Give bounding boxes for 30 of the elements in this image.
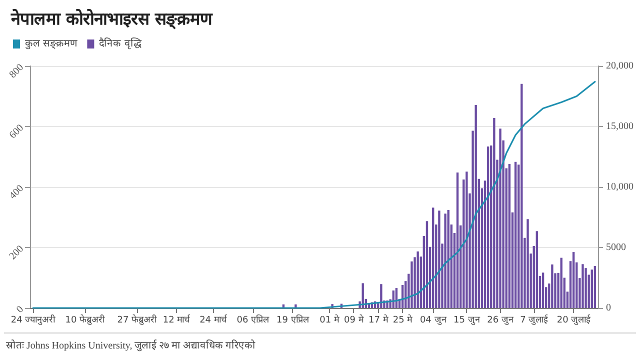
legend-label: कुल सङ्क्रमण [25,38,78,50]
x-tick-label: 26 जुन [487,316,514,326]
x-tick-label: 19 एप्रिल [276,314,310,326]
x-tick-label: 25 मे [392,314,414,326]
x-tick-label: 27 फेब्रुअरी [117,314,158,326]
x-tick-label: 24 ज्यानुअरी [10,314,56,326]
y-tick-label: 200 [8,244,26,262]
x-tick-label: 20 जुलाई [556,314,592,326]
y2-tick-label: 0 [606,302,611,314]
x-tick-label: 12 मार्च [162,314,192,326]
text: स्रोतः Johns Hopkins University, जुलाई २७ मा अद्यावधिक गरिएको [6,340,256,352]
x-tick-label: 15 जुन [454,316,481,326]
y-tick-label: 600 [8,122,26,141]
x-tick-label: 17 मे [368,314,389,326]
y2-tick-label: 20,000 [606,60,634,72]
legend-label: दैनिक वृद्धि [99,38,142,50]
x-tick-label: 04 जुन [420,316,448,326]
y-tick-label: 0 [14,304,26,316]
chart-title: नेपालमा कोरोनाभाइरस सङ्क्रमण [10,8,213,30]
y-tick-label: 400 [8,183,26,202]
x-tick-label: 10 फेब्रुअरी [65,314,106,326]
x-tick-label: 24 मार्च [200,314,228,326]
x-tick-label: 09 मे [344,314,364,326]
y-tick-label: 800 [8,62,26,80]
x-tick-label: 06 एप्रिल [236,314,270,326]
x-tick-label: 7 जुलाई [520,314,549,326]
y2-tick-label: 15,000 [606,121,634,132]
y2-tick-label: 10,000 [606,182,634,192]
x-tick-label: 01 मे [320,314,340,326]
y2-tick-label: 5000 [606,242,626,253]
